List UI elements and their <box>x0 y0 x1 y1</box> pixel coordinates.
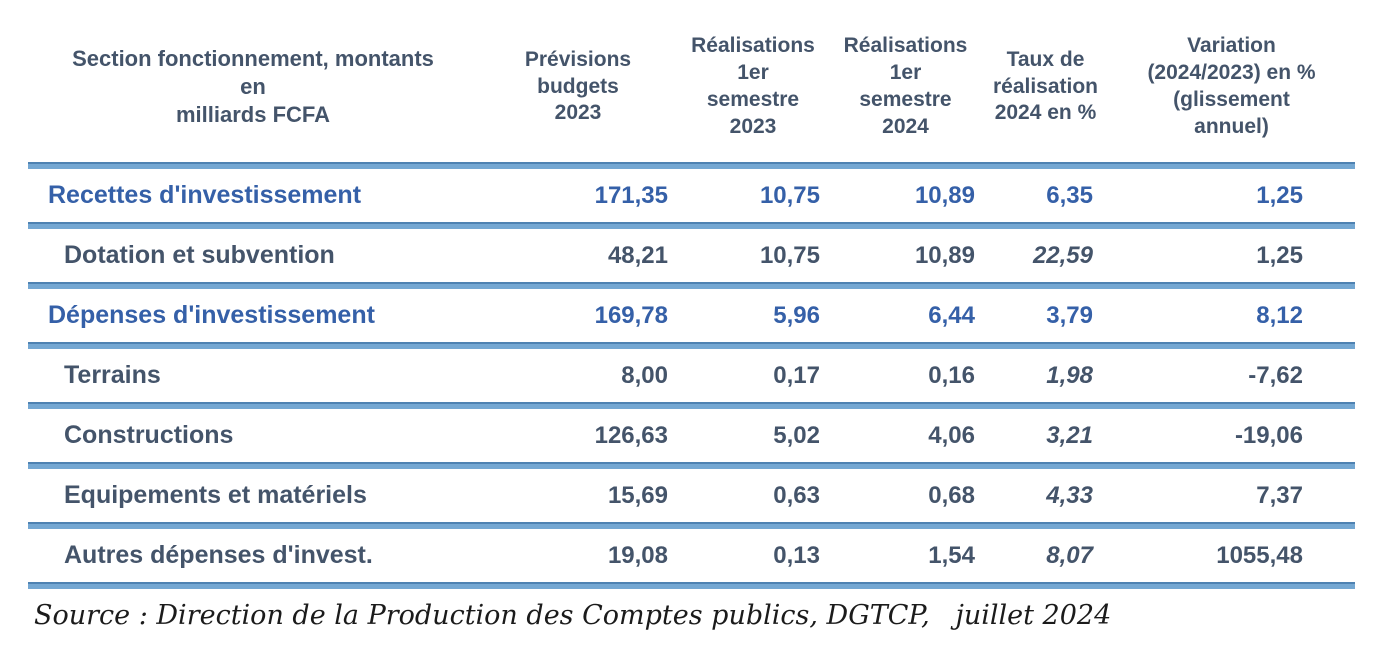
cell-taux-realisation-2024: 4,33 <box>1046 481 1093 509</box>
cell-variation: -7,62 <box>1248 361 1303 389</box>
row-label: Terrains <box>64 361 161 389</box>
table-row: Dépenses d'investissement 169,78 5,96 6,44 3… <box>28 289 1355 342</box>
cell-variation: 7,37 <box>1256 481 1303 509</box>
cell-variation: 1,25 <box>1256 241 1303 269</box>
separator-rule <box>28 582 1355 589</box>
header-row: Section fonctionnement, montants en mill… <box>28 12 1355 162</box>
row-label: Recettes d'investissement <box>48 181 362 209</box>
col-header-realisations-s1-2024: Réalisations 1er semestre 2024 <box>843 34 968 138</box>
table-row: Dotation et subvention 48,21 10,75 10,89 22,… <box>28 229 1355 282</box>
table-row: Autres dépenses d'invest. 19,08 0,13 1,54 8,… <box>28 529 1355 582</box>
separator-rule-line <box>28 342 1355 349</box>
cell-variation: 8,12 <box>1256 301 1303 329</box>
cell-realisations-s1-2023: 10,75 <box>759 181 820 209</box>
separator-rule <box>28 522 1355 529</box>
row-label: Dépenses d'investissement <box>48 301 375 329</box>
col-header-taux-realisation-2024: Taux de réalisation 2024 en % <box>992 47 1099 125</box>
cell-variation: 1,25 <box>1256 181 1303 209</box>
cell-realisations-s1-2023: 10,75 <box>759 241 820 269</box>
col-header-realisations-s1-2023: Réalisations 1er semestre 2023 <box>691 34 815 138</box>
cell-realisations-s1-2023: 0,17 <box>773 361 820 389</box>
cell-taux-realisation-2024: 6,35 <box>1046 181 1093 209</box>
col-header-section: Section fonctionnement, montants en mill… <box>72 45 434 128</box>
separator-rule-line <box>28 582 1355 589</box>
col-header-previsions-budgets-2023: Prévisions budgets 2023 <box>524 47 632 125</box>
cell-realisations-s1-2023: 0,63 <box>773 481 820 509</box>
cell-realisations-s1-2024: 10,89 <box>914 241 975 269</box>
cell-previsions-budgets-2023: 169,78 <box>594 301 668 329</box>
table-row: Constructions 126,63 5,02 4,06 3,21 -19,06 <box>28 409 1355 462</box>
cell-realisations-s1-2024: 0,16 <box>928 361 975 389</box>
cell-previsions-budgets-2023: 15,69 <box>607 481 668 509</box>
cell-taux-realisation-2024: 1,98 <box>1046 361 1093 389</box>
cell-realisations-s1-2023: 5,96 <box>773 301 820 329</box>
cell-variation: -19,06 <box>1234 421 1303 449</box>
separator-rule <box>28 222 1355 229</box>
separator-rule-line <box>28 402 1355 409</box>
separator-rule <box>28 342 1355 349</box>
cell-realisations-s1-2023: 5,02 <box>773 421 820 449</box>
separator-rule <box>28 162 1355 169</box>
separator-rule <box>28 282 1355 289</box>
cell-realisations-s1-2024: 0,68 <box>928 481 975 509</box>
row-label: Autres dépenses d'invest. <box>64 541 373 569</box>
col-header-variation: Variation (2024/2023) en % (glissement a… <box>1147 34 1316 138</box>
cell-taux-realisation-2024: 3,79 <box>1046 301 1093 329</box>
table-row: Equipements et matériels 15,69 0,63 0,68 4,3… <box>28 469 1355 522</box>
table-body: Recettes d'investissement 171,35 10,75 10,8… <box>28 169 1355 589</box>
separator-rule-line <box>28 462 1355 469</box>
cell-previsions-budgets-2023: 48,21 <box>607 241 668 269</box>
row-label: Dotation et subvention <box>64 241 335 269</box>
separator-rule-line <box>28 282 1355 289</box>
cell-taux-realisation-2024: 22,59 <box>1032 241 1093 269</box>
cell-previsions-budgets-2023: 126,63 <box>594 421 668 449</box>
cell-previsions-budgets-2023: 171,35 <box>594 181 668 209</box>
table-row: Terrains 8,00 0,17 0,16 1,98 -7,62 <box>28 349 1355 402</box>
row-label: Constructions <box>64 421 234 449</box>
source-note: Source : Direction de la Production des … <box>34 600 1112 631</box>
budget-table: Section fonctionnement, montants en mill… <box>28 12 1355 589</box>
cell-realisations-s1-2024: 6,44 <box>928 301 975 329</box>
separator-rule-line <box>28 222 1355 229</box>
cell-realisations-s1-2024: 1,54 <box>928 541 975 569</box>
cell-previsions-budgets-2023: 19,08 <box>607 541 668 569</box>
cell-taux-realisation-2024: 8,07 <box>1046 541 1093 569</box>
table-row: Recettes d'investissement 171,35 10,75 10,8… <box>28 169 1355 222</box>
cell-taux-realisation-2024: 3,21 <box>1046 421 1093 449</box>
cell-previsions-budgets-2023: 8,00 <box>621 361 668 389</box>
cell-realisations-s1-2023: 0,13 <box>773 541 820 569</box>
separator-rule <box>28 462 1355 469</box>
separator-rule-line <box>28 522 1355 529</box>
cell-variation: 1055,48 <box>1216 541 1303 569</box>
cell-realisations-s1-2024: 10,89 <box>914 181 975 209</box>
separator-rule-line <box>28 162 1355 169</box>
table-header: Section fonctionnement, montants en mill… <box>28 12 1355 169</box>
separator-rule <box>28 402 1355 409</box>
row-label: Equipements et matériels <box>64 481 367 509</box>
cell-realisations-s1-2024: 4,06 <box>928 421 975 449</box>
